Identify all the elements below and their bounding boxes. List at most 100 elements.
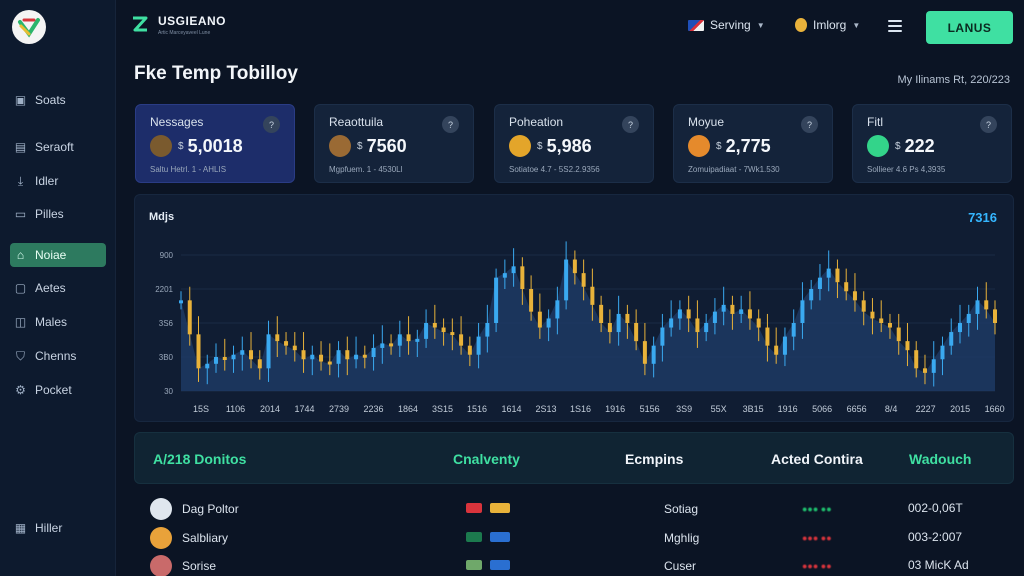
status-pill xyxy=(466,503,482,513)
row-type: Mghlig xyxy=(664,531,700,545)
info-icon[interactable]: ? xyxy=(622,116,639,133)
brand-tagline: Artic Marceyaveel Lune xyxy=(158,30,211,36)
stat-card[interactable]: Reaottuila? $7560 Mgpfuem. 1 - 4530Ll xyxy=(314,104,474,183)
candle-body xyxy=(634,323,639,342)
candle-body xyxy=(345,350,350,360)
info-icon[interactable]: ? xyxy=(263,116,280,133)
primary-cta-button[interactable]: LANUS xyxy=(926,11,1013,44)
candle-body xyxy=(730,304,735,314)
sidebar-item-pilles[interactable]: ▭ Pilles xyxy=(10,202,106,226)
avatar xyxy=(150,527,172,549)
candle-body xyxy=(284,341,289,346)
candle-body xyxy=(966,313,971,323)
y-tick-label: 3S6 xyxy=(159,319,174,328)
card-title: Reaottuila xyxy=(329,115,384,129)
column-header[interactable]: A/218 Donitos xyxy=(153,451,247,467)
table-row[interactable]: Dag Poltor Sotiag ●●● ●● 002-0,06T xyxy=(134,495,1014,521)
candle-body xyxy=(301,350,306,360)
account-dropdown[interactable]: Imlorg ▼ xyxy=(795,18,860,32)
card-value-row: $7560 xyxy=(329,135,407,157)
table-row[interactable]: Salbliary Mghlig ●●● ●● 003-2:007 xyxy=(134,524,1014,550)
menu-icon[interactable] xyxy=(888,20,902,32)
info-icon[interactable]: ? xyxy=(801,116,818,133)
candle-body xyxy=(205,363,210,369)
sidebar-item-label: Hiller xyxy=(35,521,63,535)
x-tick-label: 5066 xyxy=(812,404,832,414)
row-name: Dag Poltor xyxy=(182,502,239,516)
candle-body xyxy=(844,282,849,292)
sidebar-item-label: Pilles xyxy=(35,207,64,221)
sidebar-item-aetes[interactable]: ▢ Aetes xyxy=(10,276,106,300)
card-value-row: $5,0018 xyxy=(150,135,243,157)
language-label: Serving xyxy=(710,18,751,32)
currency-symbol: $ xyxy=(716,140,722,152)
candle-body xyxy=(695,318,700,333)
candle-body xyxy=(616,313,621,333)
language-dropdown[interactable]: Serving ▼ xyxy=(688,18,765,32)
candle-body xyxy=(896,327,901,342)
document-icon: ▤ xyxy=(14,140,27,154)
candle-body xyxy=(940,345,945,360)
chat-icon: ◫ xyxy=(14,315,27,329)
x-tick-label: 1516 xyxy=(467,404,487,414)
sidebar-item-hiller[interactable]: ▦ Hiller xyxy=(10,516,106,540)
x-tick-label: 1S16 xyxy=(570,404,591,414)
download-icon: ⤓ xyxy=(17,173,24,188)
brand[interactable]: USGIEANO Artic Marceyaveel Lune xyxy=(130,14,226,36)
candle-body xyxy=(739,309,744,314)
sidebar: ▣ Soats ▤ Seraoft ⤓ Idler ▭ Pilles ⌂ Noiae ▢ Aetes ◫… xyxy=(0,0,116,576)
price-area xyxy=(181,259,995,391)
stat-card[interactable]: Fitl? $222 Sollieer 4.6 Ps 4,3935 xyxy=(852,104,1012,183)
sidebar-item-noiae[interactable]: ⌂ Noiae xyxy=(10,243,106,267)
stat-card[interactable]: Moyue? $2,775 Zomuipadiaat - 7Wk1.530 xyxy=(673,104,833,183)
price-chart[interactable]: 900 2201 3S6 3B0 30 15S 1106 2014 1744 2739 2236 18… xyxy=(135,195,1015,423)
candle-body xyxy=(257,359,262,369)
sidebar-item-males[interactable]: ◫ Males xyxy=(10,310,106,334)
chevron-down-icon: ▼ xyxy=(852,20,861,30)
candle-body xyxy=(651,345,656,364)
info-icon[interactable]: ? xyxy=(980,116,997,133)
column-header[interactable]: Cnalventy xyxy=(453,451,520,467)
candle-body xyxy=(275,334,280,342)
card-emblem-icon xyxy=(509,135,531,157)
candle-body xyxy=(782,336,787,355)
candle-body xyxy=(704,323,709,333)
sidebar-item-idler[interactable]: ⤓ Idler xyxy=(10,169,106,193)
sidebar-item-pocket[interactable]: ⚙ Pocket xyxy=(10,378,106,402)
column-header[interactable]: Wadouch xyxy=(909,451,972,467)
candle-body xyxy=(581,273,586,287)
candle-body xyxy=(389,343,394,347)
x-tick-label: 15S xyxy=(193,404,209,414)
sidebar-item-label: Soats xyxy=(35,93,66,107)
sidebar-item-chenns[interactable]: ⛉ Chenns xyxy=(10,344,106,368)
activity-indicator: ●●● ●● xyxy=(802,504,832,514)
candle-body xyxy=(800,300,805,323)
info-icon[interactable]: ? xyxy=(442,116,459,133)
column-header[interactable]: Acted Contira xyxy=(771,451,863,467)
stat-card[interactable]: Poheation? $5,986 Sotiatoe 4.7 - 5S2.2.935… xyxy=(494,104,654,183)
card-subtext: Sotiatoe 4.7 - 5S2.2.9356 xyxy=(509,165,600,174)
card-value: 2,775 xyxy=(725,135,771,156)
candle-body xyxy=(214,357,219,364)
candle-body xyxy=(747,309,752,319)
candle-body xyxy=(870,311,875,319)
candle-body xyxy=(774,345,779,355)
column-header[interactable]: Ecmpins xyxy=(625,451,684,467)
y-tick-label: 2201 xyxy=(155,285,173,294)
sidebar-item-soats[interactable]: ▣ Soats xyxy=(10,88,106,112)
candle-body xyxy=(450,332,455,336)
sidebar-item-seraoft[interactable]: ▤ Seraoft xyxy=(10,135,106,159)
coin-icon xyxy=(795,18,807,32)
candle-body xyxy=(660,327,665,346)
candle-body xyxy=(459,334,464,346)
candle-body xyxy=(957,323,962,333)
currency-symbol: $ xyxy=(895,140,901,152)
chart-panel: Mdjs 7316 900 2201 3S6 3B0 30 15S 1106 2014 1744… xyxy=(134,194,1014,422)
candle-body xyxy=(310,354,315,360)
card-subtext: Sollieer 4.6 Ps 4,3935 xyxy=(867,165,946,174)
stat-card[interactable]: Nessages? $5,0018 Saltu Hetrl. 1 - AHLIS xyxy=(135,104,295,183)
table-row[interactable]: Sorise Cuser ●●● ●● 03 MicK Ad xyxy=(134,552,1014,576)
candle-body xyxy=(607,323,612,333)
app-logo[interactable] xyxy=(12,10,46,44)
candle-body xyxy=(319,354,324,362)
